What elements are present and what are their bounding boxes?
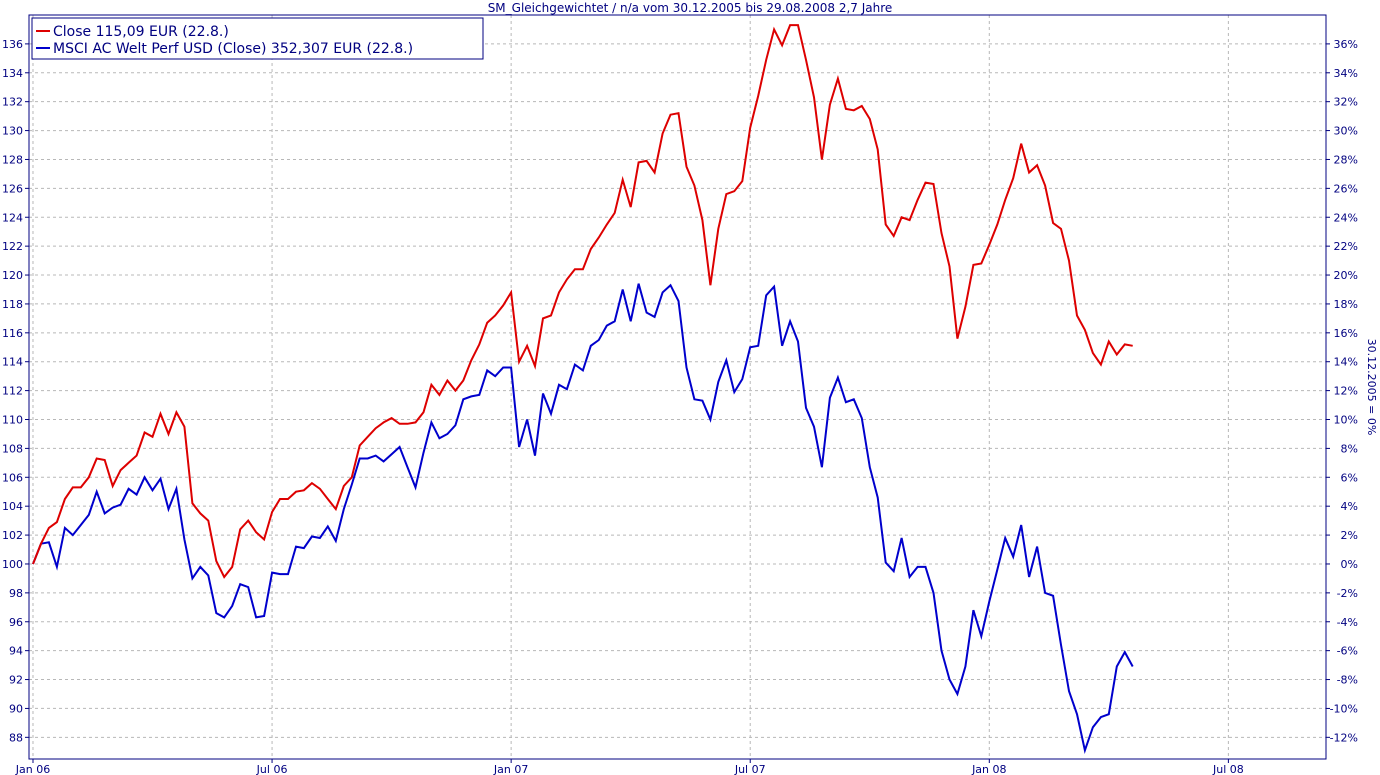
right-tick-label: 32% bbox=[1334, 96, 1358, 109]
x-axis: Jan 06 Jul 06 Jan 07 Jul 07 Jan 08 Jul 08 bbox=[15, 759, 1244, 775]
left-tick-label: 118 bbox=[2, 298, 23, 311]
right-y-axis: -12% -10% -8% -6% -4% -2% 0% 2% 4% 6% 8% 10% 12% 14% 1… bbox=[1326, 38, 1358, 744]
left-tick-label: 114 bbox=[2, 356, 23, 369]
left-tick-label: 98 bbox=[9, 587, 23, 600]
left-tick-label: 126 bbox=[2, 182, 23, 195]
right-tick-label: -8% bbox=[1337, 674, 1358, 687]
right-tick-label: 22% bbox=[1334, 240, 1358, 253]
x-tick-label: Jan 06 bbox=[15, 763, 50, 775]
left-tick-label: 96 bbox=[9, 616, 23, 629]
x-tick-label: Jan 08 bbox=[971, 763, 1006, 775]
right-tick-label: 6% bbox=[1341, 471, 1358, 484]
right-tick-label: -12% bbox=[1330, 731, 1358, 744]
right-tick-label: 8% bbox=[1341, 442, 1358, 455]
left-tick-label: 92 bbox=[9, 674, 23, 687]
left-tick-label: 110 bbox=[2, 414, 23, 427]
left-tick-label: 130 bbox=[2, 125, 23, 138]
right-tick-label: 34% bbox=[1334, 67, 1358, 80]
left-tick-label: 128 bbox=[2, 153, 23, 166]
right-tick-label: -10% bbox=[1330, 702, 1358, 715]
series-layer bbox=[32, 24, 1134, 754]
legend: Close 115,09 EUR (22.8.) MSCI AC Welt Pe… bbox=[31, 17, 484, 60]
left-tick-label: 116 bbox=[2, 327, 23, 340]
left-y-axis: 88 90 92 94 96 98 100 102 104 106 108 110 112 114 116 1… bbox=[2, 38, 29, 744]
right-tick-label: -6% bbox=[1337, 645, 1358, 658]
x-tick-label: Jul 06 bbox=[256, 763, 288, 775]
left-tick-label: 122 bbox=[2, 240, 23, 253]
left-tick-label: 112 bbox=[2, 385, 23, 398]
right-tick-label: 4% bbox=[1341, 500, 1358, 513]
plot-frame bbox=[28, 14, 1327, 760]
left-tick-label: 102 bbox=[2, 529, 23, 542]
right-tick-label: 24% bbox=[1334, 211, 1358, 224]
left-tick-label: 108 bbox=[2, 442, 23, 455]
right-tick-label: 30% bbox=[1334, 125, 1358, 138]
left-tick-label: 120 bbox=[2, 269, 23, 282]
left-tick-label: 90 bbox=[9, 702, 23, 715]
left-tick-label: 106 bbox=[2, 471, 23, 484]
right-tick-label: 28% bbox=[1334, 153, 1358, 166]
right-tick-label: -2% bbox=[1337, 587, 1358, 600]
left-tick-label: 132 bbox=[2, 96, 23, 109]
right-tick-label: 20% bbox=[1334, 269, 1358, 282]
right-tick-label: 16% bbox=[1334, 327, 1358, 340]
left-tick-label: 100 bbox=[2, 558, 23, 571]
legend-box bbox=[31, 17, 484, 60]
right-tick-label: 12% bbox=[1334, 385, 1358, 398]
right-tick-label: 14% bbox=[1334, 356, 1358, 369]
grid-lines bbox=[29, 15, 1326, 759]
right-tick-label: 36% bbox=[1334, 38, 1358, 51]
left-tick-label: 94 bbox=[9, 645, 23, 658]
left-tick-label: 104 bbox=[2, 500, 23, 513]
series-line-close bbox=[32, 24, 1133, 579]
left-tick-label: 88 bbox=[9, 731, 23, 744]
left-tick-label: 136 bbox=[2, 38, 23, 51]
x-tick-label: Jan 07 bbox=[493, 763, 528, 775]
legend-entry-close: Close 115,09 EUR (22.8.) bbox=[53, 24, 229, 40]
legend-entry-msci: MSCI AC Welt Perf USD (Close) 352,307 EU… bbox=[53, 41, 413, 57]
x-tick-label: Jul 08 bbox=[1212, 763, 1244, 775]
right-axis-label: 30.12.2005 = 0% bbox=[1365, 339, 1378, 436]
x-tick-label: Jul 07 bbox=[734, 763, 766, 775]
right-tick-label: 10% bbox=[1334, 414, 1358, 427]
right-tick-label: 26% bbox=[1334, 182, 1358, 195]
right-tick-label: 2% bbox=[1341, 529, 1358, 542]
series-line-msci bbox=[32, 283, 1134, 754]
left-tick-label: 134 bbox=[2, 67, 23, 80]
right-tick-label: 18% bbox=[1334, 298, 1358, 311]
left-tick-label: 124 bbox=[2, 211, 23, 224]
right-tick-label: -4% bbox=[1337, 616, 1358, 629]
right-tick-label: 0% bbox=[1341, 558, 1358, 571]
chart-title: SM_Gleichgewichtet / n/a vom 30.12.2005 … bbox=[488, 1, 893, 15]
